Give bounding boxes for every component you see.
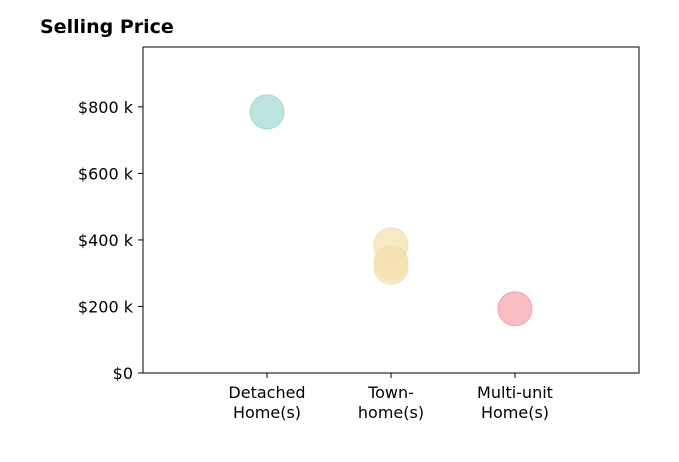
x-tick-label-line: Multi-unit: [477, 383, 553, 402]
x-axis: Detached Home(s)Town-home(s)Multi-unit Hom…: [228, 373, 553, 422]
data-point: [373, 249, 409, 285]
x-tick-label: Town-home(s): [358, 383, 424, 422]
points-layer: [249, 94, 533, 327]
x-tick-label-line: Home(s): [481, 403, 549, 422]
data-point: [497, 291, 533, 327]
y-tick-label: $200 k: [78, 297, 134, 316]
x-tick-label: Detached Home(s): [228, 383, 305, 422]
x-tick-label-line: Detached: [228, 383, 305, 402]
x-tick-label-line: home(s): [358, 403, 424, 422]
y-axis: $0 $200 k $400 k $600 k $800 k: [78, 98, 143, 383]
x-tick-label: Multi-unit Home(s): [477, 383, 553, 422]
y-tick-label: $0: [113, 364, 133, 383]
y-tick-label: $800 k: [78, 98, 134, 117]
x-tick-label-line: Town-: [367, 383, 414, 402]
y-tick-label: $400 k: [78, 231, 134, 250]
y-tick-label: $600 k: [78, 164, 134, 183]
plot-frame: [142, 46, 640, 374]
x-tick-label-line: Home(s): [233, 403, 301, 422]
data-point: [249, 94, 285, 130]
chart-title: Selling Price: [40, 16, 174, 38]
